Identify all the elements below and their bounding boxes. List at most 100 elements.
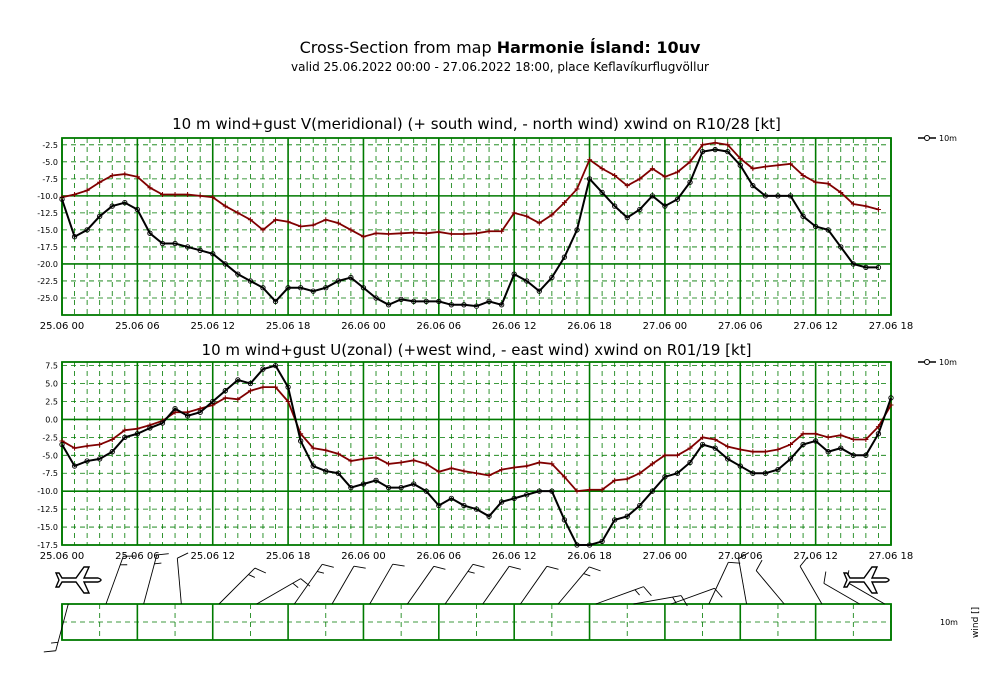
wind-point — [687, 179, 693, 185]
wind-barb-staff — [256, 578, 301, 605]
y-tick-label: -22.5 — [37, 277, 58, 286]
wind-point — [561, 517, 568, 523]
wind-point — [159, 240, 166, 247]
zonal-wind-panel: 10 m wind+gust U(zonal) (+west wind, - e… — [37, 341, 957, 562]
wind-point — [134, 206, 141, 213]
gust-point — [247, 388, 253, 394]
wind-barb-feather — [799, 556, 809, 567]
gust-point — [788, 161, 794, 167]
x-tick-label: 25.06 12 — [190, 551, 235, 562]
gust-point — [222, 395, 228, 401]
wind-point — [812, 223, 819, 230]
gust-point — [122, 427, 128, 433]
wind-point — [486, 513, 492, 519]
gust-point — [725, 444, 731, 450]
wind-barb-feather — [392, 563, 405, 567]
gust-point — [762, 164, 768, 170]
wind-point — [423, 488, 429, 494]
gust-point — [788, 442, 794, 448]
gust-point — [310, 445, 316, 451]
gust-point — [197, 193, 203, 199]
y-tick-label: 0.0 — [45, 415, 58, 424]
gust-point — [448, 231, 454, 237]
wind-barb-feather — [680, 595, 688, 607]
wind-barb-feather — [728, 561, 741, 564]
x-tick-label: 27.06 06 — [718, 551, 763, 562]
gust-point — [800, 431, 806, 437]
wind-point — [122, 434, 128, 441]
y-tick-label: -2.5 — [42, 141, 58, 150]
wind-point — [310, 288, 316, 294]
wind-point — [385, 302, 392, 308]
wind-point — [222, 388, 228, 394]
gust-point — [838, 432, 844, 438]
gust-point — [561, 200, 567, 206]
gust-point — [335, 451, 341, 457]
gust-point — [587, 487, 593, 493]
gust-point — [712, 140, 718, 146]
y-tick-label: -17.5 — [37, 243, 58, 252]
wind-point — [699, 441, 706, 448]
wind-point — [712, 445, 718, 451]
y-tick-label: -10.0 — [37, 192, 58, 201]
x-tick-label: 26.06 12 — [492, 321, 537, 332]
gust-point — [850, 437, 856, 443]
gust-point — [712, 437, 718, 443]
gust-point — [436, 469, 442, 475]
wind-barb-staff — [444, 564, 474, 605]
gust-point — [863, 437, 869, 443]
wind-barb-feather — [177, 552, 189, 559]
gust-point — [97, 179, 103, 185]
wind-point — [825, 227, 831, 233]
wind-point — [122, 200, 128, 206]
wind-barb-staff — [331, 566, 355, 605]
gust-point — [536, 459, 542, 465]
y-tick-label: 2.5 — [45, 397, 58, 406]
wind-point — [737, 463, 743, 469]
wind-point — [473, 303, 480, 309]
y-tick-label: -12.5 — [37, 209, 58, 218]
wind-point — [323, 468, 329, 474]
wind-point — [71, 234, 78, 240]
x-tick-label: 26.06 00 — [341, 551, 386, 562]
wind-barb-staff — [105, 556, 124, 605]
wind-barb-feather — [154, 562, 162, 565]
wind-point — [398, 296, 404, 302]
wind-point — [323, 285, 329, 291]
wind-barb-feather — [643, 586, 652, 597]
gust-point — [373, 454, 379, 460]
wind-barb-feather — [755, 559, 763, 571]
y-tick-label: -20.0 — [37, 260, 58, 269]
gust-point — [511, 464, 517, 470]
gust-point — [574, 488, 580, 494]
gust-point — [775, 447, 781, 453]
wind-barb-staff — [218, 567, 256, 605]
gust-point — [298, 224, 304, 229]
gust-point — [838, 189, 844, 195]
wind-point — [536, 288, 542, 294]
wind-point — [612, 203, 618, 209]
legend-marker — [924, 135, 930, 141]
wind-point — [473, 506, 480, 512]
gust-point — [222, 203, 228, 209]
wind-point — [423, 298, 429, 305]
wind-point — [97, 456, 103, 462]
wind-point — [109, 203, 115, 209]
wind-point — [624, 214, 630, 221]
wind-barb-staff — [671, 587, 715, 605]
wind-point — [637, 206, 643, 213]
wind-point — [461, 502, 467, 509]
wind-barb-staff — [633, 595, 682, 605]
x-tick-label: 25.06 00 — [40, 321, 85, 332]
wind-point — [448, 495, 455, 502]
wind-point — [812, 438, 819, 444]
barb-frame — [61, 603, 892, 641]
x-tick-label: 26.06 06 — [417, 321, 462, 332]
gust-point — [486, 228, 492, 234]
gust-point — [674, 169, 680, 175]
gust-point — [411, 457, 417, 463]
wind-barb-staff — [595, 586, 644, 605]
gust-point — [398, 459, 404, 465]
gust-point — [863, 203, 869, 209]
wind-point — [762, 470, 769, 476]
